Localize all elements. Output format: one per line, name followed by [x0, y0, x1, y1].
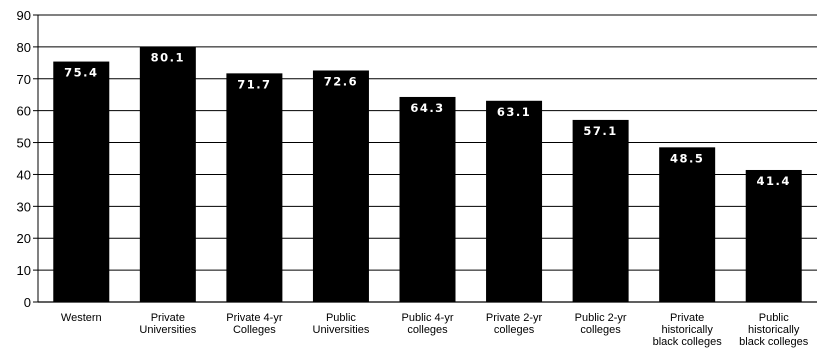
x-tick-label: Public 2-yr: [575, 312, 627, 324]
y-tick-label: 10: [17, 263, 31, 278]
x-tick-label: Western: [61, 312, 102, 324]
x-tick-label: black colleges: [739, 336, 809, 348]
x-tick-label: Public: [759, 312, 789, 324]
data-label: 57.1: [583, 124, 617, 138]
y-tick-label: 20: [17, 231, 31, 246]
y-tick-label: 90: [17, 8, 31, 23]
y-tick-label: 0: [24, 295, 31, 310]
y-tick-label: 60: [17, 104, 31, 119]
x-tick-label: Private: [670, 312, 704, 324]
y-tick-label: 40: [17, 167, 31, 182]
bar: [53, 61, 110, 303]
data-label: 41.4: [757, 174, 791, 188]
data-label: 64.3: [410, 101, 444, 115]
y-tick-label: 80: [17, 40, 31, 55]
bar: [486, 100, 543, 302]
data-label: 48.5: [670, 151, 704, 165]
x-tick-label: Universities: [313, 324, 370, 336]
data-label: 80.1: [151, 51, 185, 65]
bar: [312, 70, 369, 302]
y-tick-label: 30: [17, 199, 31, 214]
data-label: 75.4: [64, 66, 98, 80]
x-tick-label: colleges: [494, 324, 535, 336]
bar: [745, 169, 802, 302]
y-tick-label: 50: [17, 136, 31, 151]
bar: [572, 119, 629, 302]
x-tick-label: black colleges: [653, 336, 723, 348]
x-tick-label: Public: [326, 312, 356, 324]
bars: 75.4 80.1 71.7 72.6 64.3 63.1 57.1 48.5 41.4: [53, 46, 802, 303]
data-label: 71.7: [237, 77, 271, 91]
x-tick-label: Private 4-yr: [226, 312, 283, 324]
data-label: 63.1: [497, 105, 531, 119]
x-tick-label: historically: [661, 324, 713, 336]
bar: [139, 46, 196, 302]
x-tick-label: historically: [748, 324, 800, 336]
x-tick-label: Colleges: [233, 324, 276, 336]
x-tick-label: Private: [151, 312, 185, 324]
bar: [399, 96, 456, 303]
x-tick-label: Universities: [139, 324, 196, 336]
x-tick-label: colleges: [580, 324, 621, 336]
y-axis: 0 10 20 30 40 50 60 70 80 90: [17, 8, 39, 310]
y-tick-label: 70: [17, 72, 31, 87]
bar: [226, 73, 283, 303]
x-tick-label: colleges: [407, 324, 448, 336]
bar: [659, 147, 716, 302]
x-tick-label: Private 2-yr: [486, 312, 543, 324]
data-label: 72.6: [324, 74, 358, 88]
x-tick-label: Public 4-yr: [402, 312, 454, 324]
